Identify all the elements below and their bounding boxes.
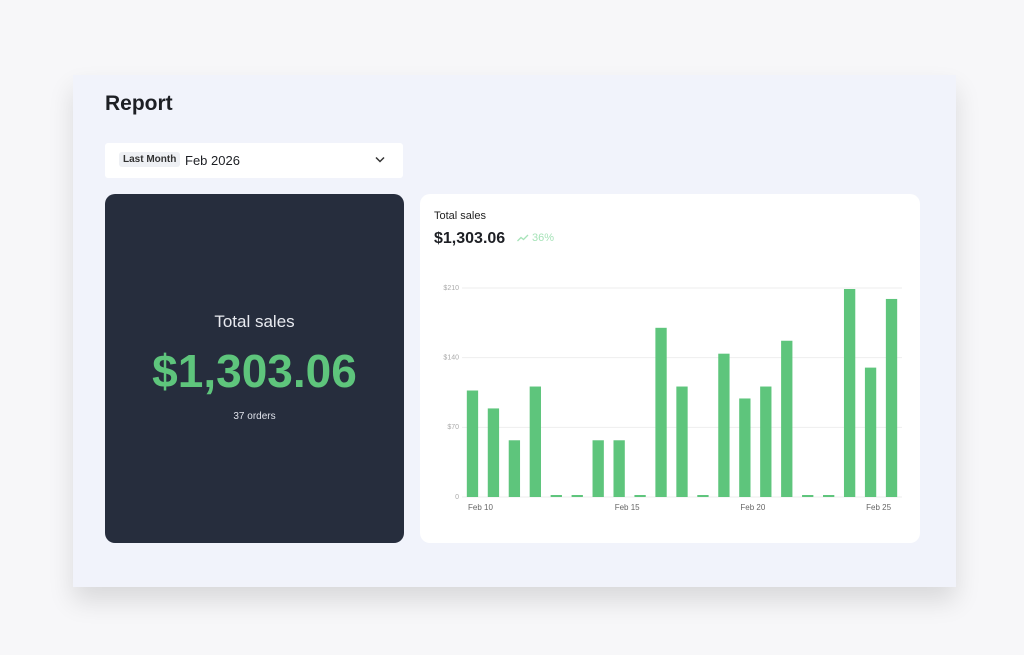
bar [718, 353, 730, 497]
date-filter[interactable]: Last Month Feb 2026 [105, 143, 403, 178]
chart: 0 $70 $140 $210 Feb 10 Feb 15 Feb 20 Feb 25 [443, 285, 902, 512]
chart-title: Total sales [434, 210, 486, 222]
bar [885, 298, 898, 497]
bar [466, 390, 479, 497]
chevron [375, 156, 385, 163]
bar [529, 386, 541, 497]
summary-panel: Total sales $1,303.06 37 orders [105, 194, 404, 543]
bar [864, 367, 877, 497]
bar [613, 440, 625, 497]
bar [571, 495, 583, 497]
y-tick-label: 0 [455, 494, 459, 501]
bar [697, 495, 709, 497]
summary-title: Total sales [214, 312, 295, 331]
bar [760, 386, 772, 497]
summary-amount: $1,303.06 [152, 345, 357, 397]
bar [592, 440, 604, 497]
filter-value: Feb 2026 [185, 153, 240, 168]
chart-subtitle: $1,303.06 [434, 230, 506, 247]
bar [781, 340, 793, 497]
chart-card: Total sales $1,303.06 36% 0 $70 $140 $210 Fe… [420, 194, 920, 543]
bar [676, 386, 688, 497]
x-tick-label: Feb 20 [740, 503, 765, 512]
y-tick-label: $210 [443, 285, 459, 292]
bar [655, 327, 667, 497]
y-tick-label: $140 [443, 355, 459, 362]
bar [550, 495, 562, 497]
filter-label: Last Month [119, 152, 181, 167]
bar [823, 495, 835, 497]
bar [802, 495, 814, 497]
y-tick-label: $70 [447, 424, 459, 431]
bar [843, 288, 856, 497]
x-tick-label: Feb 25 [866, 503, 891, 512]
bar [508, 440, 521, 497]
bar [739, 398, 751, 497]
x-tick-label: Feb 15 [615, 503, 640, 512]
chart-change: 36% [532, 232, 555, 244]
page-title: Report [105, 92, 173, 115]
summary-orders: 37 orders [233, 411, 276, 422]
bar [634, 495, 646, 497]
x-tick-label: Feb 10 [468, 503, 493, 512]
trend-icon [517, 234, 529, 242]
bar [487, 408, 500, 497]
